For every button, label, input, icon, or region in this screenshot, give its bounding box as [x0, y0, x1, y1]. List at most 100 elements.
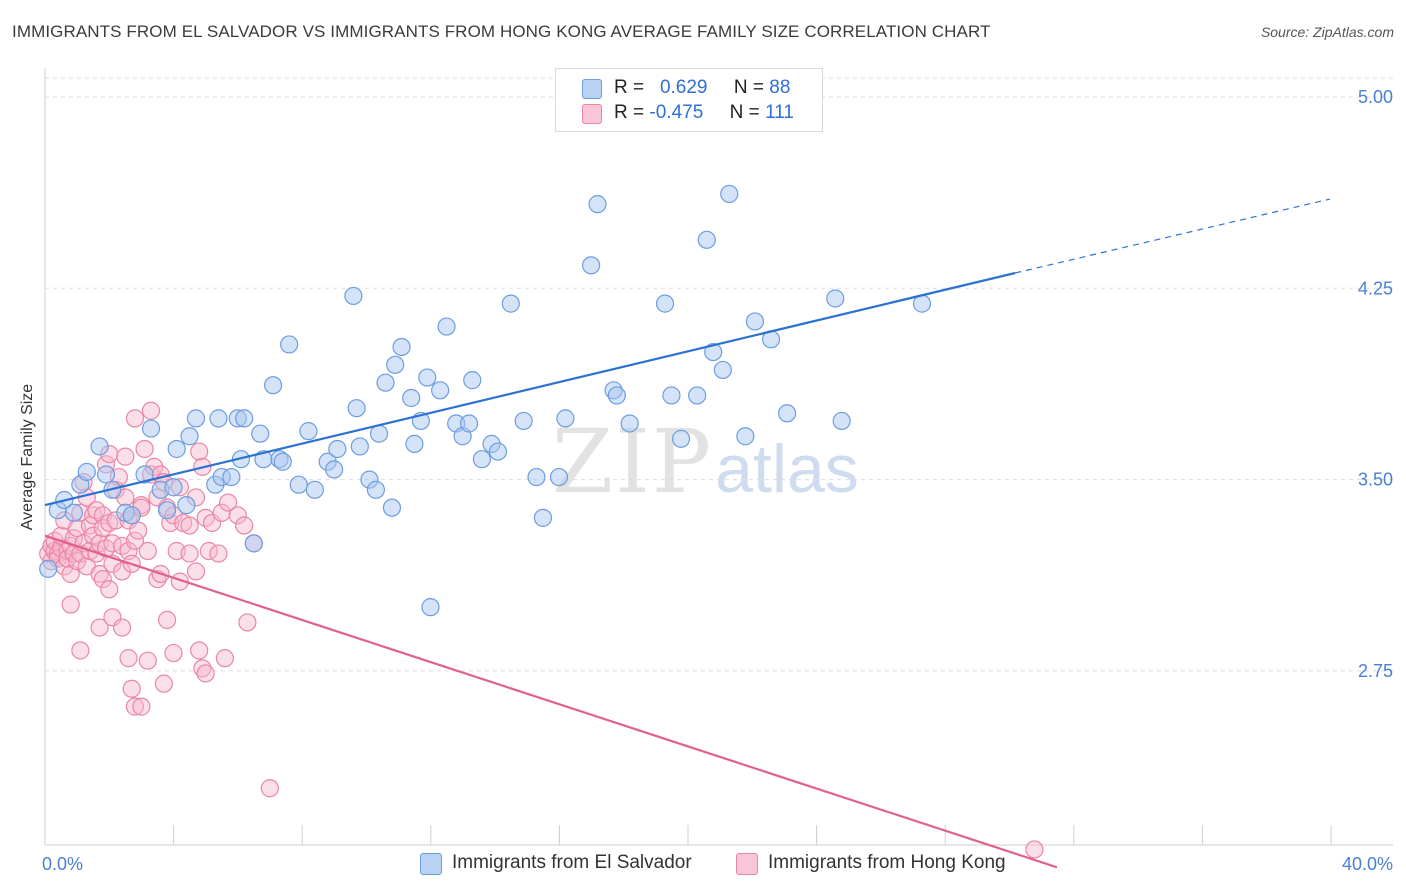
bottom-legend-label: Immigrants from El Salvador	[452, 852, 692, 873]
hong-kong-point	[235, 516, 254, 535]
el-salvador-point	[366, 480, 385, 499]
el-salvador-point	[347, 399, 366, 418]
el-salvador-point	[697, 230, 716, 249]
hong-kong-point	[138, 651, 157, 670]
hong-kong-point	[209, 544, 228, 563]
el-salvador-point	[777, 404, 797, 423]
hong-kong-point	[157, 610, 177, 629]
hong-kong-point	[64, 529, 84, 548]
el-salvador-point	[96, 465, 116, 484]
hong-kong-point	[215, 649, 234, 668]
el-salvador-point	[209, 409, 228, 428]
hong-kong-point	[196, 664, 215, 683]
chart-title: IMMIGRANTS FROM EL SALVADOR VS IMMIGRANT…	[12, 22, 991, 41]
el-salvador-point	[745, 312, 765, 331]
y-tick-labels: 5.00 4.25 3.50 2.75	[1358, 87, 1393, 681]
legend-r-value: 0.629	[659, 77, 708, 98]
hong-kong-point	[125, 409, 145, 428]
el-salvador-point	[299, 422, 318, 441]
pink-swatch-icon	[736, 853, 758, 875]
hong-kong-point	[132, 697, 151, 716]
hong-kong-point	[112, 562, 132, 581]
blue-swatch-icon	[420, 853, 442, 875]
el-salvador-point	[305, 480, 324, 499]
axes	[44, 68, 1393, 846]
el-salvador-point	[607, 386, 626, 405]
el-salvador-point	[832, 411, 851, 431]
hong-kong-point	[164, 643, 183, 663]
el-salvador-point	[437, 317, 456, 336]
hong-kong-point	[260, 779, 279, 798]
hong-kong-point	[93, 569, 112, 589]
hong-kong-point	[190, 442, 209, 461]
hong-kong-point	[125, 697, 145, 716]
hong-kong-point	[90, 564, 109, 584]
el-salvador-point	[273, 452, 292, 471]
el-salvador-point	[421, 598, 440, 617]
hong-kong-point	[186, 562, 206, 581]
el-salvador-point	[655, 294, 675, 313]
el-salvador-point	[90, 437, 109, 456]
el-salvador-point	[328, 439, 347, 459]
blue-swatch-icon	[582, 79, 602, 99]
correlation-legend: R = 0.629 N = 88 R = -0.475 N = 111	[555, 68, 823, 132]
hong-kong-point	[238, 613, 257, 632]
hong-kong-point	[122, 679, 141, 698]
el-salvador-point	[280, 335, 299, 354]
el-salvador-point	[720, 184, 739, 204]
el-salvador-point	[713, 360, 732, 380]
el-salvador-point	[289, 475, 308, 494]
el-salvador-point	[463, 371, 482, 390]
el-salvador-trend-extension	[1015, 198, 1331, 274]
el-salvador-point	[350, 437, 369, 456]
el-salvador-point	[263, 376, 283, 395]
y-tick-label: 3.50	[1358, 470, 1393, 490]
el-salvador-point	[549, 467, 569, 487]
bottom-legend-label: Immigrants from Hong Kong	[768, 852, 1006, 873]
hong-kong-point	[90, 618, 109, 637]
el-salvador-point	[392, 337, 411, 357]
el-salvador-point	[736, 427, 755, 446]
el-salvador-point	[344, 286, 363, 306]
trend-lines	[44, 198, 1331, 869]
y-tick-label: 4.25	[1358, 278, 1393, 298]
source-note: Source: ZipAtlas.com	[1260, 24, 1394, 40]
x-tick-label-min: 0.0%	[42, 854, 83, 874]
el-salvador-point	[402, 388, 421, 408]
el-salvador-point	[64, 503, 84, 522]
el-salvador-point	[186, 409, 206, 428]
el-salvador-point	[177, 496, 196, 515]
el-salvador-point	[501, 294, 520, 313]
hong-kong-point	[84, 506, 103, 525]
hong-kong-point	[1025, 840, 1044, 859]
hong-kong-point	[125, 531, 145, 550]
hong-kong-point	[129, 521, 148, 540]
hong-kong-point	[119, 649, 138, 668]
el-salvador-point	[514, 411, 533, 431]
el-salvador-points	[39, 184, 932, 617]
x-tick-label-max: 40.0%	[1342, 854, 1393, 874]
hong-kong-point	[135, 439, 154, 459]
hong-kong-point	[180, 544, 199, 563]
el-salvador-trend-line	[44, 271, 1016, 507]
hong-kong-point	[154, 674, 173, 693]
el-salvador-point	[459, 414, 479, 433]
el-salvador-point	[244, 534, 263, 553]
el-salvador-point	[325, 460, 344, 479]
el-salvador-point	[141, 419, 161, 438]
legend-n-label: N =	[733, 77, 765, 98]
el-salvador-point	[77, 462, 96, 482]
el-salvador-point	[376, 373, 395, 392]
el-salvador-point	[251, 424, 270, 443]
el-salvador-point	[472, 450, 491, 469]
hong-kong-point	[219, 493, 238, 512]
el-salvador-point	[382, 498, 402, 517]
hong-kong-point	[71, 641, 90, 660]
el-salvador-point	[164, 478, 183, 497]
el-salvador-point	[488, 442, 508, 461]
el-salvador-point	[588, 195, 607, 214]
legend-n-label: N =	[729, 102, 760, 123]
hong-kong-point	[116, 447, 135, 466]
el-salvador-point	[167, 439, 186, 459]
el-salvador-point	[370, 424, 389, 443]
